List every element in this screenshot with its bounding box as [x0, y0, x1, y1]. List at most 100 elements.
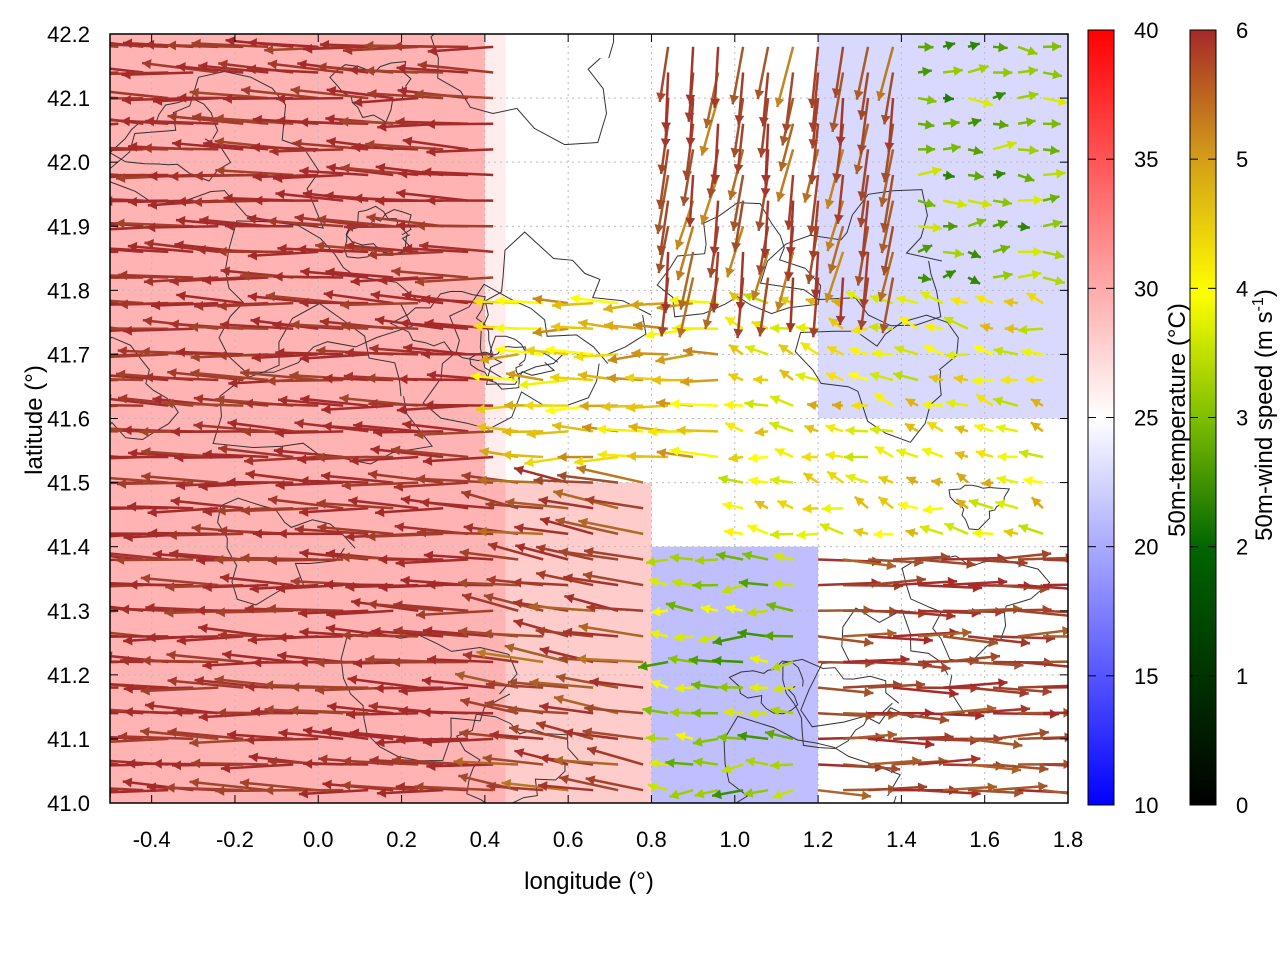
- wind-vector-head: [417, 60, 428, 71]
- wind-vector-head: [1002, 197, 1012, 208]
- wind-vector-head: [426, 370, 437, 381]
- wind-vector-shaft: [300, 397, 369, 407]
- wind-vector-head: [675, 270, 686, 281]
- wind-vector: [421, 707, 494, 718]
- wind-vector-head: [366, 213, 376, 223]
- wind-vector-head: [240, 505, 251, 516]
- wind-vector-head: [990, 651, 1001, 662]
- wind-vector-head: [424, 318, 434, 329]
- temperature-region-west-warm: [110, 34, 506, 803]
- wind-vector-head: [745, 344, 756, 355]
- wind-vector-shaft: [396, 737, 469, 742]
- wind-vector: [461, 592, 519, 612]
- wind-vector-head: [945, 41, 956, 51]
- wind-vector-head: [857, 319, 868, 330]
- wind-vector: [754, 46, 770, 100]
- wind-vector-shaft: [453, 760, 519, 766]
- wind-vector-head: [371, 626, 381, 637]
- wind-vector-head: [118, 299, 128, 310]
- wind-vector: [760, 200, 771, 258]
- x-tick-label: -0.4: [133, 827, 171, 852]
- wind-vector: [273, 446, 344, 459]
- wind-vector-shaft: [867, 635, 933, 642]
- wind-vector: [897, 501, 919, 511]
- wind-vector-head: [423, 550, 434, 561]
- wind-vector: [121, 69, 194, 80]
- wind-vector-head: [669, 295, 679, 306]
- wind-vector-head: [924, 42, 934, 52]
- wind-vector-head: [461, 592, 472, 603]
- wind-vector: [656, 46, 670, 103]
- wind-vector-head: [266, 603, 276, 614]
- wind-vector: [829, 72, 845, 133]
- wind-vector-head: [748, 476, 759, 486]
- wind-vector: [1017, 324, 1044, 335]
- wind-vector-shaft: [393, 481, 469, 489]
- wind-vector-shaft: [562, 630, 619, 638]
- wind-vector-head: [931, 477, 941, 488]
- wind-vector-head: [995, 499, 1006, 510]
- wind-vector-head: [995, 91, 1006, 101]
- wind-vector: [345, 241, 419, 254]
- y-tick-label: 41.0: [47, 791, 90, 816]
- wind-vector: [685, 174, 696, 227]
- wind-vector-shaft: [273, 275, 344, 279]
- wind-vector: [529, 677, 594, 689]
- wind-vector: [676, 277, 695, 338]
- wind-vector-head: [972, 375, 982, 386]
- wind-vector-head: [290, 682, 300, 693]
- wind-vector: [956, 472, 969, 484]
- wind-vector-head: [364, 40, 374, 51]
- wind-vector-shaft: [487, 542, 544, 561]
- wind-vector: [321, 404, 394, 415]
- wind-vector-head: [656, 398, 666, 409]
- wind-vector-shaft: [367, 602, 444, 612]
- wind-vector-head: [166, 650, 176, 661]
- wind-vector-head: [851, 400, 861, 411]
- wind-vector: [1042, 736, 1068, 741]
- wind-vector-shaft: [298, 506, 369, 514]
- wind-vector: [858, 200, 870, 261]
- temperature-colorbar-label: 50m-temperature (°C): [1164, 303, 1191, 537]
- wind-vector-head: [645, 733, 656, 744]
- wind-vector-head: [899, 317, 910, 327]
- wind-vector-shaft: [557, 473, 619, 484]
- wind-vector-shaft: [539, 517, 594, 536]
- wind-vector-head: [297, 244, 307, 255]
- wind-vector: [459, 548, 519, 561]
- wind-vector: [190, 368, 269, 382]
- wind-vector-head: [1028, 66, 1038, 76]
- wind-vector: [1042, 275, 1066, 286]
- wind-vector: [501, 778, 569, 792]
- wind-vector: [772, 579, 794, 590]
- y-tick-label: 41.3: [47, 599, 90, 624]
- wind-vector-head: [626, 402, 636, 413]
- wind-vector-head: [996, 423, 1006, 434]
- wind-vector-head: [298, 608, 308, 619]
- wind-vector: [275, 347, 344, 358]
- wind-vector: [1042, 249, 1065, 260]
- wind-vector-head: [754, 426, 765, 437]
- wind-vector: [272, 320, 344, 331]
- wind-vector-head: [172, 138, 182, 149]
- terrain-contour: [212, 302, 434, 465]
- wind-vector: [845, 473, 869, 484]
- wind-vector-shaft: [110, 71, 119, 75]
- wind-vector-head: [971, 117, 982, 128]
- wind-vector: [347, 674, 419, 689]
- wind-vector-head: [607, 354, 618, 364]
- wind-vector-head: [95, 756, 104, 766]
- wind-vector-head: [932, 222, 943, 233]
- wind-vector-head: [700, 604, 711, 614]
- wind-vector: [553, 755, 619, 766]
- wind-vector: [274, 427, 344, 438]
- wind-vector-head: [558, 653, 569, 664]
- temperature-region-coastal-band: [505, 482, 652, 803]
- wind-vector-head: [769, 529, 780, 540]
- wind-vector: [470, 371, 519, 382]
- wind-vector: [942, 66, 963, 77]
- wind-vector: [694, 788, 719, 799]
- wind-vector-head: [278, 728, 288, 739]
- wind-vector: [992, 549, 1052, 561]
- wind-vector: [917, 222, 943, 233]
